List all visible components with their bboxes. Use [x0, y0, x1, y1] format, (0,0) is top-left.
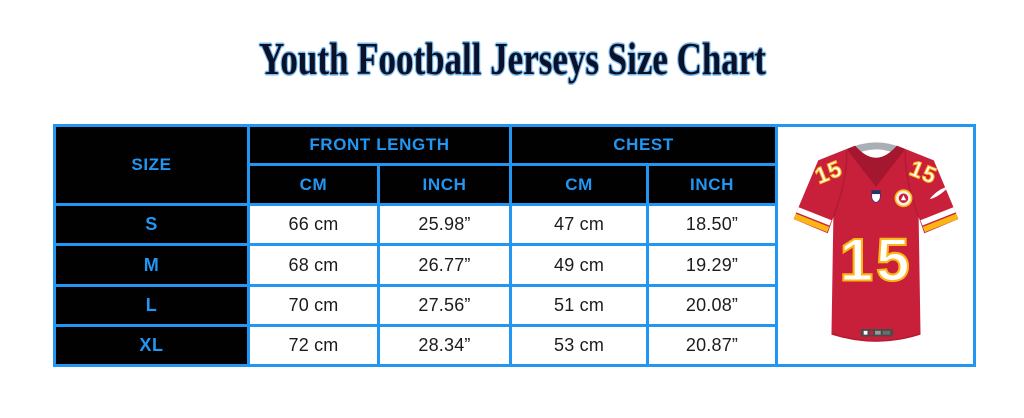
cell-xl-front-inch: 28.34”	[376, 323, 513, 368]
jersey-number-chest: 15	[839, 225, 912, 293]
cell-s-front-cm: 66 cm	[247, 203, 380, 247]
size-label-xl: XL	[53, 323, 250, 368]
header-size: SIZE	[53, 123, 250, 207]
header-row-units: CM INCH CM INCH	[55, 163, 975, 207]
cell-l-chest-inch: 20.08”	[646, 283, 779, 327]
size-label-l: L	[53, 283, 250, 327]
jersey-image: 15 15 15	[793, 141, 958, 342]
cell-m-front-cm: 68 cm	[247, 243, 380, 287]
cell-xl-chest-cm: 53 cm	[509, 323, 650, 368]
jersey-seam-left	[832, 150, 848, 217]
table-row-s: S 66 cm 25.98” 47 cm 18.50”	[53, 203, 975, 247]
jersey-back-collar	[845, 141, 906, 157]
size-chart-table: SIZE FRONT LENGTH CHEST	[53, 123, 977, 368]
size-label-s: S	[53, 203, 250, 247]
header-chest: CHEST	[509, 123, 779, 167]
cell-m-front-inch: 26.77”	[376, 243, 513, 287]
page-title-text: Youth Football Jerseys Size Chart	[258, 33, 766, 84]
header-front-length: FRONT LENGTH	[246, 123, 513, 167]
header-row-groups: SIZE FRONT LENGTH CHEST	[53, 123, 977, 367]
jersey-body	[793, 148, 958, 342]
size-label-m: M	[53, 243, 250, 287]
table-row-xl: XL 72 cm 28.34” 53 cm 20.87”	[53, 323, 975, 368]
team-patch-icon	[893, 188, 912, 207]
header-chest-inch: INCH	[646, 163, 779, 207]
jersey-seam-right	[904, 150, 919, 217]
cell-l-chest-cm: 51 cm	[509, 283, 650, 327]
swoosh-icon	[929, 185, 950, 199]
cell-xl-chest-inch: 20.87”	[646, 323, 779, 368]
cell-l-front-inch: 27.56”	[376, 283, 513, 327]
nfl-shield-icon	[870, 189, 881, 203]
header-chest-cm: CM	[509, 163, 650, 207]
cell-m-chest-cm: 49 cm	[509, 243, 650, 287]
cell-s-front-inch: 25.98”	[376, 203, 513, 247]
cell-m-chest-inch: 19.29”	[646, 243, 779, 287]
page-title: Youth Football Jerseys Size Chart	[0, 36, 1024, 82]
jersey-cell: 15 15 15	[775, 124, 977, 367]
cell-xl-front-cm: 72 cm	[247, 323, 380, 368]
cell-l-front-cm: 70 cm	[247, 283, 380, 327]
header-front-cm: CM	[247, 163, 380, 207]
jersey-collar	[846, 145, 905, 187]
table-row-m: M 68 cm 26.77” 49 cm 19.29”	[53, 243, 975, 287]
header-front-inch: INCH	[376, 163, 513, 207]
cell-s-chest-inch: 18.50”	[646, 203, 779, 247]
cell-s-chest-cm: 47 cm	[509, 203, 650, 247]
table-row-l: L 70 cm 27.56” 51 cm 20.08”	[53, 283, 975, 327]
jock-tag	[860, 328, 893, 337]
